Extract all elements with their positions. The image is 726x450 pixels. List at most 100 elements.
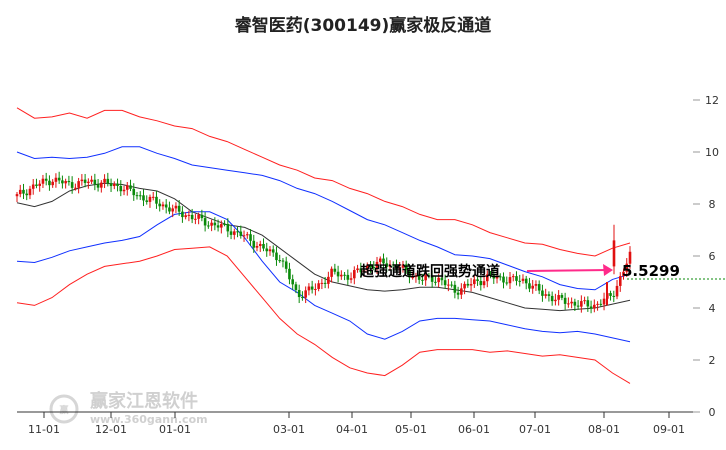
candle-body [356,268,359,271]
candle-body [15,194,19,197]
candle-body [599,303,603,305]
candle-body [408,269,411,278]
candle-body [541,290,544,296]
candle-body [100,182,103,188]
candle-body [310,286,314,290]
candle-body [161,204,165,207]
candle-body [340,274,343,277]
candle-body [262,243,265,249]
candle-body [155,196,158,204]
series-line-inner-lower [16,211,631,343]
series-line-inner-upper [16,146,631,291]
candle-body [148,196,152,202]
candle-body [479,280,483,286]
candle-body [333,268,337,272]
candle-body [320,282,324,284]
x-axis: 11-01 12-01 01-01 03-01 04-01 05-01 06-01 07-01… [28,412,685,436]
candle-body [168,207,171,212]
candle-body [365,265,369,271]
candle-body [301,297,304,299]
candle-body [25,193,29,196]
candle-body [265,248,269,252]
candle-body [453,284,457,293]
candle-body [70,182,74,188]
candle-body [450,284,453,286]
candle-body [197,214,200,219]
candle-body [44,178,48,181]
candle-body [194,218,197,220]
candle-body [414,275,418,278]
candle-body [132,188,136,196]
candle-body [258,243,262,246]
candle-body [456,292,460,295]
candle-body [229,231,233,235]
candle-body [203,218,207,226]
y-tick-label: 2 [709,354,716,367]
candle-body [622,271,625,277]
candle-body [93,179,97,185]
svg-text:www.360gann.com: www.360gann.com [90,413,208,426]
candle-body [447,284,450,286]
candle-body [122,189,126,192]
chart-title: 睿智医药(300149)赢家极反通道 [235,15,492,36]
candle-body [113,183,116,187]
candle-body [372,267,376,269]
series-line-outer-lower [16,246,631,384]
candle-body [589,306,593,309]
candle-body [515,276,518,281]
candle-body [307,286,311,291]
x-tick-label: 08-01 [588,423,620,436]
candle-body [612,295,616,297]
candle-body [473,279,476,285]
candle-body [434,281,437,283]
candle-body [151,196,155,198]
candle-body [41,178,45,184]
candle-body [245,234,249,236]
candle-body [281,260,285,262]
candle-body [362,270,366,273]
candle-body [528,283,531,289]
candle-body [427,275,431,277]
candle-body [424,275,427,281]
candle-body [323,282,327,284]
candle-body [401,264,405,268]
candle-body [297,289,301,298]
x-tick-label: 03-01 [273,423,305,436]
y-tick-label: 6 [709,250,716,263]
annotation-arrowhead [603,264,613,276]
candle-body [200,214,204,219]
candle-body [271,249,275,253]
candle-body [502,276,505,283]
candle-body [314,288,317,290]
candle-body [35,184,38,186]
candle-body [508,277,512,284]
candle-body [106,178,110,184]
candle-body [534,284,538,286]
candle-body [430,275,434,282]
candle-body [236,231,239,233]
y-tick-label: 8 [709,198,716,211]
candle-body [628,251,632,264]
candle-body [343,274,346,276]
candle-body [518,280,522,282]
candle-body [83,179,87,183]
candle-body [87,181,90,183]
candle-body [336,271,340,277]
candle-body [278,260,282,262]
candle-body [463,283,466,289]
candle-body [138,195,142,197]
candle-body [554,299,557,302]
candle-body [576,305,580,307]
candle-body [443,280,447,286]
candle-body [544,294,547,296]
candle-body [440,277,444,281]
y-tick-label: 12 [705,94,719,107]
candle-body [18,189,22,195]
series-line-outer-upper [16,107,631,257]
candle-body [612,240,616,267]
candle-body [378,258,382,262]
candle-body [22,189,25,194]
candle-body [90,179,93,182]
candle-body [382,258,385,264]
